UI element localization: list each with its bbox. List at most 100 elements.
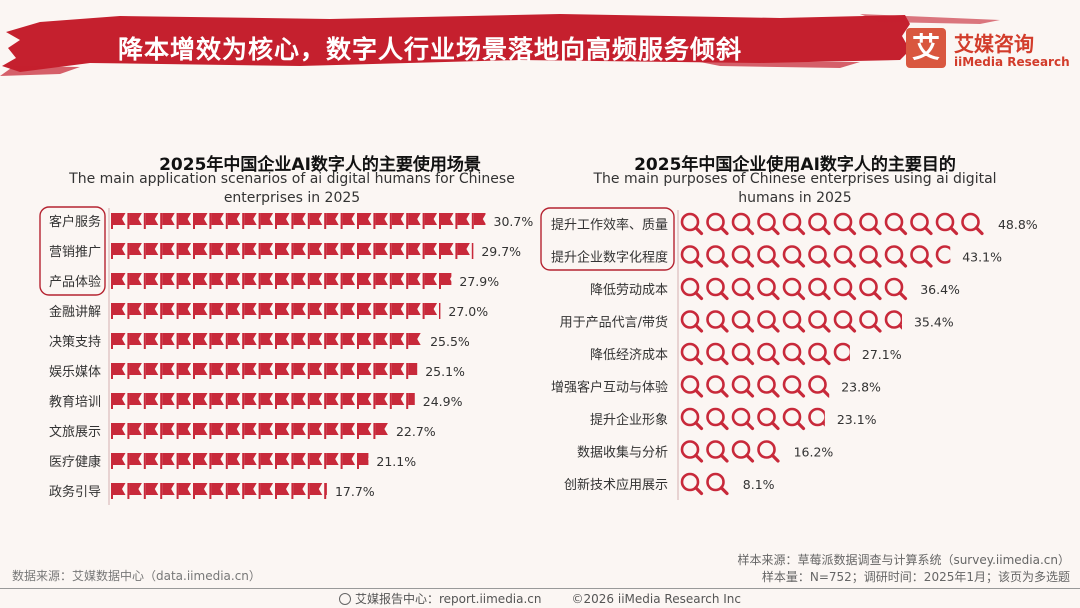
flag-icon (342, 363, 356, 375)
magnifier-icon (821, 226, 831, 236)
flag-icon (129, 363, 142, 375)
flag-icon (242, 333, 245, 349)
flag-icon (209, 243, 212, 259)
magnifier-icon (833, 310, 853, 329)
flag-icon (309, 213, 323, 225)
flag-icon (260, 303, 274, 315)
flag-icon (324, 483, 327, 499)
flag-icon (242, 453, 245, 469)
report-center-link[interactable]: 艾媒报告中心：report.iimedia.cn (354, 592, 542, 606)
flag-icon (293, 423, 306, 435)
flag-icon (473, 213, 486, 225)
flag-icon (160, 333, 163, 349)
flag-icon (326, 243, 339, 255)
flag-icon (277, 483, 290, 495)
flag-icon (424, 303, 438, 315)
flag-icon (209, 453, 212, 469)
flag-icon (373, 273, 376, 289)
flag-icon (162, 333, 175, 345)
flag-icon (178, 483, 192, 495)
flag-icon (113, 303, 126, 315)
flag-icon (406, 273, 409, 289)
flag-icon (127, 213, 130, 229)
flag-icon (195, 333, 208, 345)
flag-icon (145, 213, 159, 225)
flag-icon (424, 273, 438, 285)
left-category-label: 产品体验 (49, 274, 101, 290)
sample-source: 样本来源：草莓派数据调查与计算系统（survey.iimedia.cn） (737, 553, 1070, 567)
flag-icon (357, 393, 359, 409)
flag-icon (391, 393, 405, 405)
flag-icon (242, 213, 245, 229)
right-bar-4 (680, 310, 902, 333)
magnifier-icon (796, 421, 806, 431)
magnifier-icon (808, 407, 825, 427)
flag-icon (277, 393, 290, 405)
title-banner (0, 14, 1000, 76)
left-category-label: 营销推广 (49, 245, 101, 260)
flag-icon (277, 303, 290, 315)
flag-icon (209, 303, 212, 319)
magnifier-icon (833, 212, 853, 232)
flag-icon (441, 243, 454, 255)
magnifier-icon (680, 375, 700, 394)
flag-icon (260, 423, 274, 435)
flag-icon (242, 363, 245, 379)
logo-name-cn: 艾媒咨询 (954, 32, 1034, 56)
flag-icon (178, 213, 192, 225)
flag-icon (309, 393, 323, 405)
flag-icon (127, 333, 130, 349)
left-category-label: 决策支持 (49, 334, 101, 350)
flag-icon (326, 363, 339, 375)
magnifier-icon (961, 212, 980, 232)
magnifier-icon (680, 212, 700, 232)
iimedia-logo: 艾 艾媒咨询 iiMedia Research (906, 28, 1076, 74)
magnifier-icon (859, 277, 878, 297)
left-value-label: 22.7% (396, 424, 436, 439)
flag-icon (389, 393, 392, 409)
magnifier-icon (808, 245, 827, 264)
flag-icon (129, 453, 142, 465)
flag-icon (176, 453, 179, 469)
magnifier-icon (706, 245, 725, 264)
flag-icon (457, 243, 470, 255)
flag-icon (178, 423, 192, 435)
flag-icon (176, 393, 179, 409)
magnifier-icon (694, 323, 704, 333)
magnifier-icon (898, 291, 908, 301)
magnifier-icon (782, 245, 802, 264)
flag-icon (342, 273, 356, 285)
right-bar-3 (680, 277, 908, 301)
flag-icon (145, 273, 159, 285)
flag-icon (357, 423, 359, 439)
flag-icon (176, 303, 179, 319)
flag-icon (326, 303, 339, 315)
flag-icon (307, 363, 310, 379)
flag-icon (193, 393, 195, 409)
magnifier-icon (859, 310, 878, 329)
magnifier-icon (910, 212, 929, 232)
flag-icon (471, 213, 474, 229)
magnifier-icon (731, 245, 751, 264)
flag-icon (406, 303, 409, 319)
right-chart-title: 2025年中国企业使用AI数字人的主要目的 (634, 155, 956, 175)
flag-icon (307, 483, 310, 499)
flag-icon (113, 393, 126, 405)
flag-icon (160, 213, 163, 229)
flag-icon (227, 273, 241, 285)
flag-icon (242, 423, 245, 439)
flag-icon (389, 243, 392, 259)
flag-icon (225, 303, 228, 319)
magnifier-icon (731, 375, 751, 394)
flag-icon (145, 303, 159, 315)
flag-icon (389, 213, 392, 229)
flag-icon (225, 213, 228, 229)
flag-icon (176, 213, 179, 229)
flag-icon (441, 213, 454, 225)
flag-icon (162, 303, 175, 315)
flag-icon (342, 213, 356, 225)
flag-icon (143, 423, 146, 439)
flag-icon (455, 213, 458, 229)
flag-icon (422, 243, 425, 259)
flag-icon (227, 453, 241, 465)
